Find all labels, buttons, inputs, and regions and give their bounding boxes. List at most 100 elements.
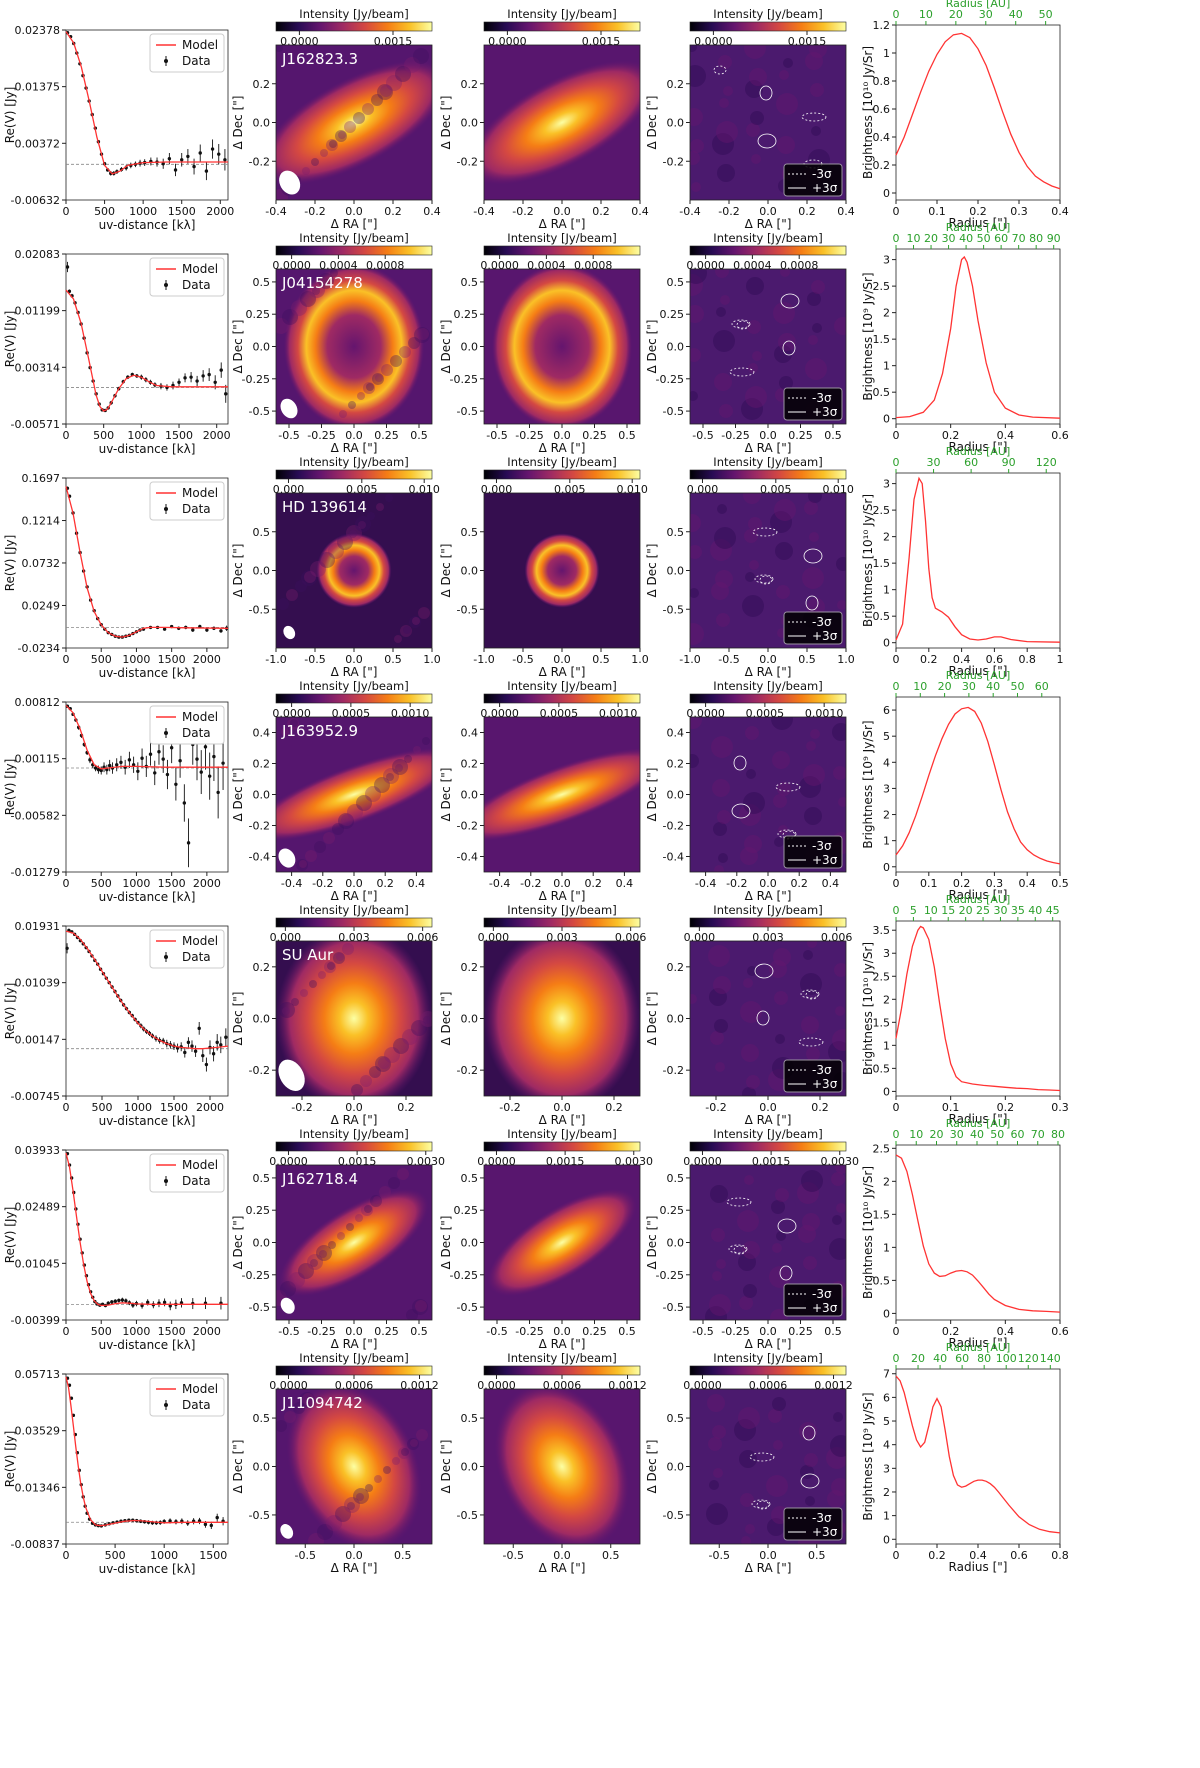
noise-speckle [408,337,420,349]
vis-data-point [148,752,153,756]
residual-speckle [714,527,736,549]
y-tick-label: 1 [883,1039,890,1052]
x-tick-label: 0.0 [345,653,363,666]
residual-speckle [750,111,764,125]
x-tick-label: 0.4 [822,877,840,890]
dec-axis-label: Δ Dec ["] [439,320,453,374]
colorbar [689,1141,847,1152]
y-tick-label: 0.02489 [15,1201,61,1214]
noise-speckle [404,755,412,763]
residual-speckle [775,1034,785,1044]
y-tick-label: 0.5 [461,526,479,539]
residual-speckle [738,1407,760,1429]
y-tick-label: 0.00115 [15,753,61,766]
x-tick-label: 0.0 [553,1549,571,1562]
noise-speckle [319,1250,327,1258]
residual-speckle [831,1478,846,1496]
au-tick-label: 30 [979,8,993,21]
vis-data-point [209,1523,214,1528]
au-tick-label: 80 [1051,1128,1065,1141]
residual-speckle [776,1231,786,1241]
y-tick-label: 3 [883,254,890,267]
x-tick-label: -0.2 [705,1101,726,1114]
noise-speckle [384,1047,400,1063]
vis-x-axis-label: uv-distance [kλ] [99,1338,196,1352]
source-name: J162718.4 [281,1170,358,1188]
vis-data-point [198,151,202,155]
x-tick-label: 0.0 [759,653,777,666]
y-tick-label: 0.01039 [15,977,61,990]
vis-data-point [213,380,217,385]
noise-speckle [324,961,336,973]
x-tick-label: 500 [94,205,115,218]
residual-legend: -3σ+3σ [783,835,843,869]
x-tick-label: 1500 [158,877,186,890]
dec-axis-label: Δ Dec ["] [439,992,453,1046]
vis-x-axis-label: uv-distance [kλ] [99,442,196,456]
x-tick-label: 2000 [193,1325,221,1338]
au-tick-label: 50 [990,1128,1004,1141]
image-content [276,1389,428,1544]
residual-speckle [808,335,818,345]
image-content [276,1168,429,1320]
vis-data-point [211,1052,216,1056]
vis-data-point [219,629,223,633]
au-tick-label: 140 [1040,1352,1061,1365]
x-tick-label: 0.5 [592,653,610,666]
noise-speckle [398,1447,410,1459]
beam-ellipse [279,170,301,195]
radius-axis-label: Radius ["] [949,664,1008,678]
colorbar-title: Intensity [Jy/beam] [507,1127,616,1141]
image-model-panel: Intensity [Jy/beam]0.0000 0.0004 0.0008-0.… [439,231,641,455]
noise-speckle [279,1002,295,1018]
y-tick-label: 0.25 [454,1204,479,1217]
vis-x-axis-label: uv-distance [kλ] [99,890,196,904]
residual-speckle [774,345,792,363]
y-tick-label: 5 [883,1415,890,1428]
residual-speckle [711,736,733,758]
au-tick-label: 30 [950,1128,964,1141]
ra-axis-label: Δ RA ["] [745,217,792,231]
residual-speckle [832,1029,846,1051]
noise-speckle [349,530,357,538]
au-tick-label: 70 [1031,1128,1045,1141]
neg-contour [752,527,778,537]
residual-speckle [713,330,735,352]
au-tick-label: 25 [976,904,990,917]
y-tick-label: 0.0 [253,1237,271,1250]
residual-speckle [707,1394,725,1412]
y-tick-label: 0.0 [667,565,685,578]
noise-speckle [277,598,289,610]
profile-axes-frame [895,248,1061,425]
vis-data-point [186,1040,191,1045]
x-tick-label: 0.4 [423,205,441,218]
au-tick-label: 60 [964,456,978,469]
profile-curve [895,476,1061,643]
vis-y-axis-label: Re(V) [Jy] [3,535,17,592]
vis-data-point [161,162,165,166]
dec-axis-label: Δ Dec ["] [439,544,453,598]
noise-speckle [375,374,383,382]
colorbar [483,21,641,32]
vis-data-point [169,745,174,750]
au-tick-label: 0 [893,1352,900,1365]
au-tick-label: 30 [927,456,941,469]
au-tick-label: 0 [893,456,900,469]
x-tick-label: 1500 [168,205,196,218]
x-tick-label: -0.25 [515,1325,543,1338]
x-tick-label: 1500 [165,429,193,442]
vis-data-point [106,1301,110,1305]
vis-data-point [201,1053,205,1058]
residual-speckle [740,1001,762,1023]
residual-speckle [749,560,759,570]
colorbar [483,469,641,480]
y-tick-label: 1.5 [873,1208,891,1221]
vis-data-point [190,1044,194,1048]
residual-speckle [803,1256,817,1270]
x-tick-label: 0.4 [997,1325,1015,1338]
x-tick-label: 2000 [196,1101,224,1114]
noise-speckle [282,309,298,325]
y-tick-label: 0.4 [253,727,271,740]
emission-disk [484,60,640,185]
